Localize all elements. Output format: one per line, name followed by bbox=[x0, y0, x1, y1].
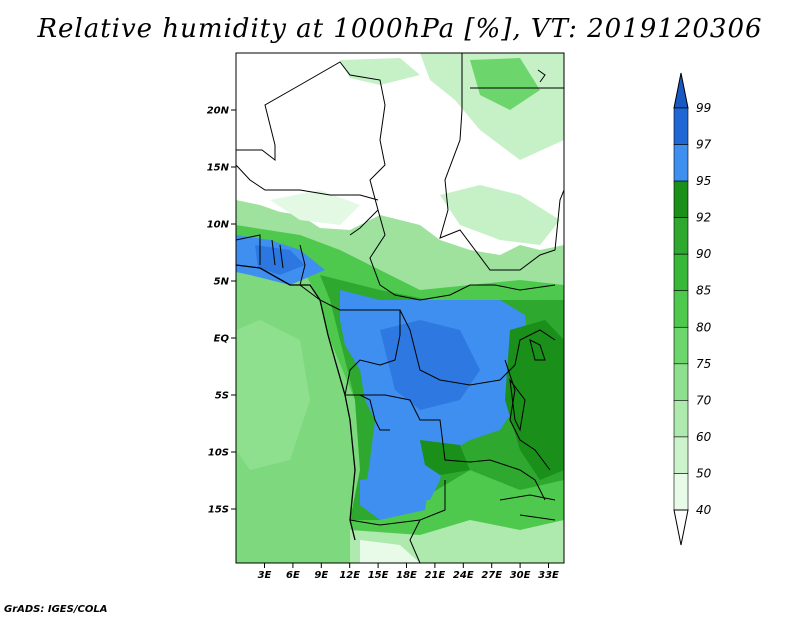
colorbar-top-arrow bbox=[673, 72, 689, 109]
lat-tick-label: 5S bbox=[215, 391, 229, 402]
lat-tick-label: 10S bbox=[208, 448, 229, 459]
colorbar-label: 97 bbox=[696, 138, 712, 152]
lon-tick-label: 27E bbox=[481, 570, 502, 581]
colorbar-segment bbox=[673, 473, 689, 511]
lon-tick-label: 18E bbox=[396, 570, 417, 581]
colorbar-segment bbox=[673, 363, 689, 401]
colorbar-label: 80 bbox=[696, 320, 712, 334]
lon-tick-label: 24E bbox=[453, 570, 474, 581]
map-title: Relative humidity at 1000hPa [%], VT: 20… bbox=[37, 14, 763, 44]
longitude-axis: 3E 6E 9E 12E 15E 18E 21E 24E 27E 30E 33E bbox=[258, 563, 559, 581]
colorbar-label: 70 bbox=[696, 393, 712, 407]
lon-tick-label: 12E bbox=[339, 570, 360, 581]
lat-tick-label: 15S bbox=[208, 505, 229, 516]
map-field bbox=[236, 53, 564, 563]
colorbar-segment bbox=[673, 326, 689, 365]
map-frame bbox=[235, 52, 565, 564]
colorbar-label: 92 bbox=[696, 211, 711, 225]
lon-tick-label: 33E bbox=[538, 570, 559, 581]
lon-tick-label: 15E bbox=[368, 570, 389, 581]
colorbar-label: 85 bbox=[696, 284, 711, 298]
colorbar-label: 60 bbox=[696, 430, 712, 444]
colorbar-label: 75 bbox=[696, 357, 711, 371]
colorbar-segment bbox=[673, 400, 689, 438]
colorbar-segment bbox=[673, 436, 689, 474]
colorbar-segment bbox=[673, 107, 689, 145]
colorbar-label: 50 bbox=[696, 466, 712, 480]
colorbar-label: 90 bbox=[696, 247, 712, 261]
lat-tick-label: EQ bbox=[214, 334, 230, 345]
latitude-axis: 20N 15N 10N 5N EQ 5S 10S 15S bbox=[207, 106, 236, 516]
colorbar-segment bbox=[673, 180, 689, 218]
colorbar-segment bbox=[673, 253, 689, 292]
lat-tick-label: 5N bbox=[214, 277, 230, 288]
lat-tick-label: 15N bbox=[207, 163, 230, 174]
colorbar-label: 40 bbox=[696, 503, 712, 517]
lon-tick-label: 6E bbox=[286, 570, 300, 581]
colorbar-segment bbox=[673, 290, 689, 328]
lon-tick-label: 9E bbox=[314, 570, 328, 581]
lon-tick-label: 3E bbox=[258, 570, 272, 581]
colorbar-segment bbox=[673, 144, 689, 182]
colorbar: 99 97 95 92 90 85 80 75 70 60 50 40 bbox=[673, 72, 712, 546]
colorbar-label: 99 bbox=[696, 101, 711, 115]
lat-tick-label: 10N bbox=[207, 220, 230, 231]
colorbar-segment bbox=[673, 217, 689, 255]
lon-tick-label: 30E bbox=[510, 570, 531, 581]
colorbar-bottom-arrow bbox=[673, 509, 689, 546]
colorbar-label: 95 bbox=[696, 174, 711, 188]
lat-tick-label: 20N bbox=[207, 106, 230, 117]
lon-tick-label: 21E bbox=[425, 570, 446, 581]
grads-credit: GrADS: IGES/COLA bbox=[4, 604, 108, 615]
